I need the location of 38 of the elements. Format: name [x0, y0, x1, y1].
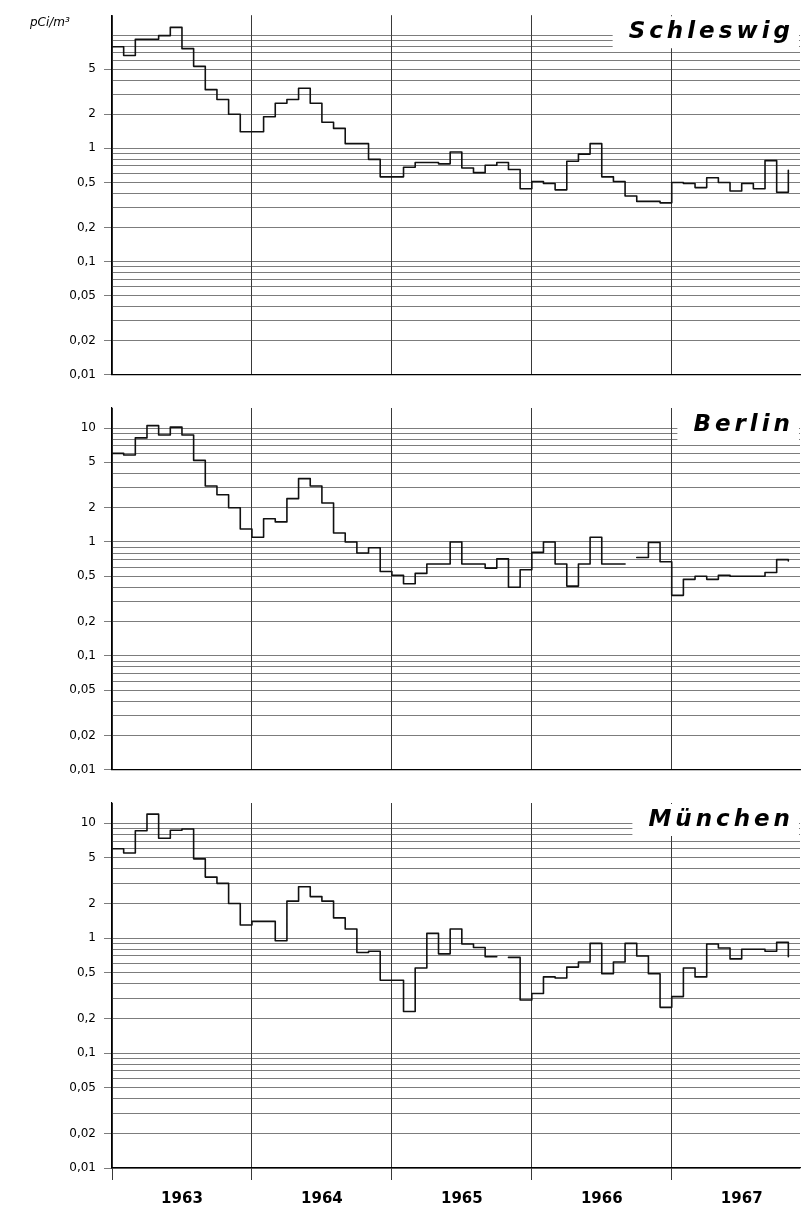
y-tick-label: 0,1 [76, 253, 96, 268]
y-tick-label: 0,01 [69, 1160, 96, 1175]
y-tick-label: 0,5 [76, 568, 96, 583]
y-axis-title: pCi/m³ [29, 15, 71, 30]
y-tick-label: 10 [80, 420, 96, 435]
y-tick-label: 2 [88, 895, 96, 910]
y-tick-label: 5 [88, 849, 96, 864]
y-tick-label: 0,02 [69, 727, 96, 742]
y-tick-label: 2 [88, 106, 96, 121]
y-tick-label: 1 [88, 140, 96, 155]
chart-title: Berlin [693, 409, 794, 436]
y-tick-label: 1 [88, 534, 96, 549]
y-tick-label: 0,2 [76, 613, 96, 628]
y-tick-label: 0,5 [76, 964, 96, 979]
y-tick-label: 0,02 [69, 1125, 96, 1140]
y-tick-label: 0,05 [69, 287, 96, 302]
y-tick-label: 0,05 [69, 1079, 96, 1094]
y-tick-label: 2 [88, 499, 96, 514]
x-tick-label: 1963 [161, 1188, 203, 1207]
x-tick-label: 1964 [301, 1188, 343, 1207]
chart-title: Schleswig [628, 17, 794, 44]
chart-title: München [648, 804, 794, 831]
x-tick-label: 1966 [580, 1188, 623, 1207]
y-tick-label: 0,01 [69, 761, 96, 776]
y-tick-label: 0,05 [69, 682, 96, 697]
y-tick-label: 5 [88, 61, 96, 76]
y-tick-label: 0,2 [76, 219, 96, 234]
y-tick-label: 0,1 [76, 648, 96, 663]
y-tick-label: 0,02 [69, 332, 96, 347]
x-tick-label: 1967 [720, 1188, 763, 1207]
y-tick-label: 0,01 [69, 366, 96, 381]
x-tick-label: 1965 [440, 1188, 483, 1207]
y-tick-label: 1 [88, 930, 96, 945]
y-tick-label: 10 [80, 815, 96, 830]
y-tick-label: 0,2 [76, 1010, 96, 1025]
y-tick-label: 0,1 [76, 1045, 96, 1060]
y-tick-label: 0,5 [76, 174, 96, 189]
y-tick-label: 5 [88, 454, 96, 469]
